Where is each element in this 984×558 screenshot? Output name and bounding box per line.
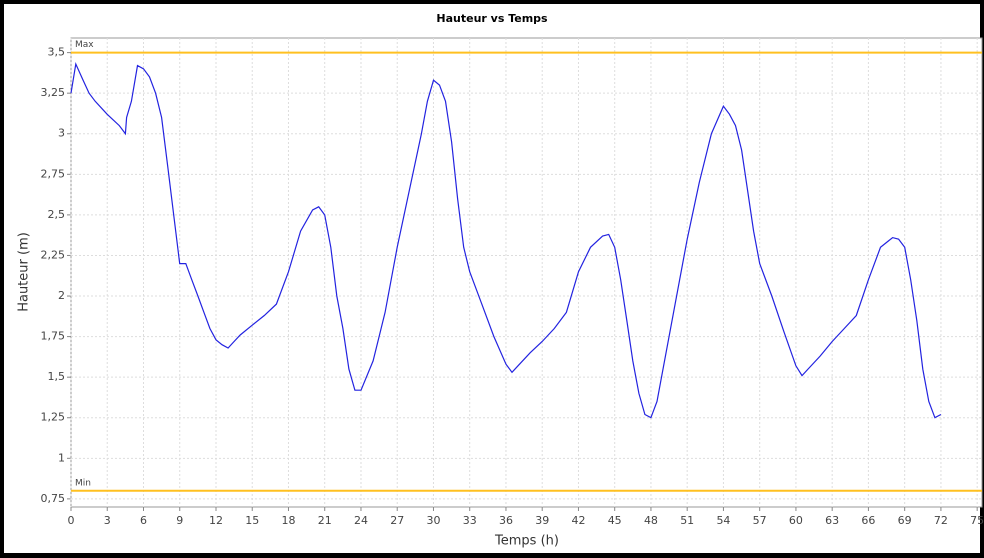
y-tick-label: 3,5 [48,46,66,59]
marker-label: Max [75,40,94,50]
y-tick-label: 2,25 [41,248,66,261]
x-tick-label: 57 [753,514,767,527]
y-tick-label: 1 [58,451,65,464]
x-tick-label: 42 [571,514,585,527]
x-tick-label: 9 [176,514,183,527]
x-tick-label: 30 [426,514,440,527]
x-tick-label: 39 [535,514,549,527]
x-tick-label: 27 [390,514,404,527]
x-tick-label: 48 [644,514,658,527]
x-tick-label: 36 [499,514,513,527]
y-tick-label: 1,5 [48,370,66,383]
y-axis-label: Hauteur (m) [17,232,32,312]
x-tick-label: 21 [318,514,332,527]
x-tick-label: 63 [825,514,839,527]
plot-area [70,37,983,508]
x-tick-label: 33 [463,514,477,527]
x-tick-label: 66 [861,514,875,527]
x-tick-label: 0 [68,514,75,527]
x-tick-label: 60 [789,514,803,527]
y-tick-label: 1,75 [41,330,66,343]
x-tick-label: 24 [354,514,368,527]
x-tick-label: 51 [680,514,694,527]
y-tick-label: 2,75 [41,167,66,180]
x-tick-label: 12 [209,514,223,527]
x-tick-label: 3 [104,514,111,527]
x-tick-label: 45 [608,514,622,527]
chart-title: Hauteur vs Temps [436,12,548,25]
series-line [70,61,942,419]
x-tick-label: 15 [245,514,259,527]
y-tick-label: 3,25 [41,86,66,99]
x-axis-label: Temps (h) [494,534,559,549]
x-tick-label: 75 [970,514,984,527]
x-tick-label: 6 [140,514,147,527]
x-tick-label: 54 [716,514,730,527]
y-tick-label: 0,75 [41,492,66,505]
x-tick-label: 69 [898,514,912,527]
y-tick-label: 3 [58,127,65,140]
x-tick-label: 18 [281,514,295,527]
marker-label: Min [75,478,91,488]
y-tick-label: 2,5 [48,208,66,221]
y-tick-label: 1,25 [41,411,66,424]
x-tick-label: 72 [934,514,948,527]
y-tick-label: 2 [58,289,65,302]
